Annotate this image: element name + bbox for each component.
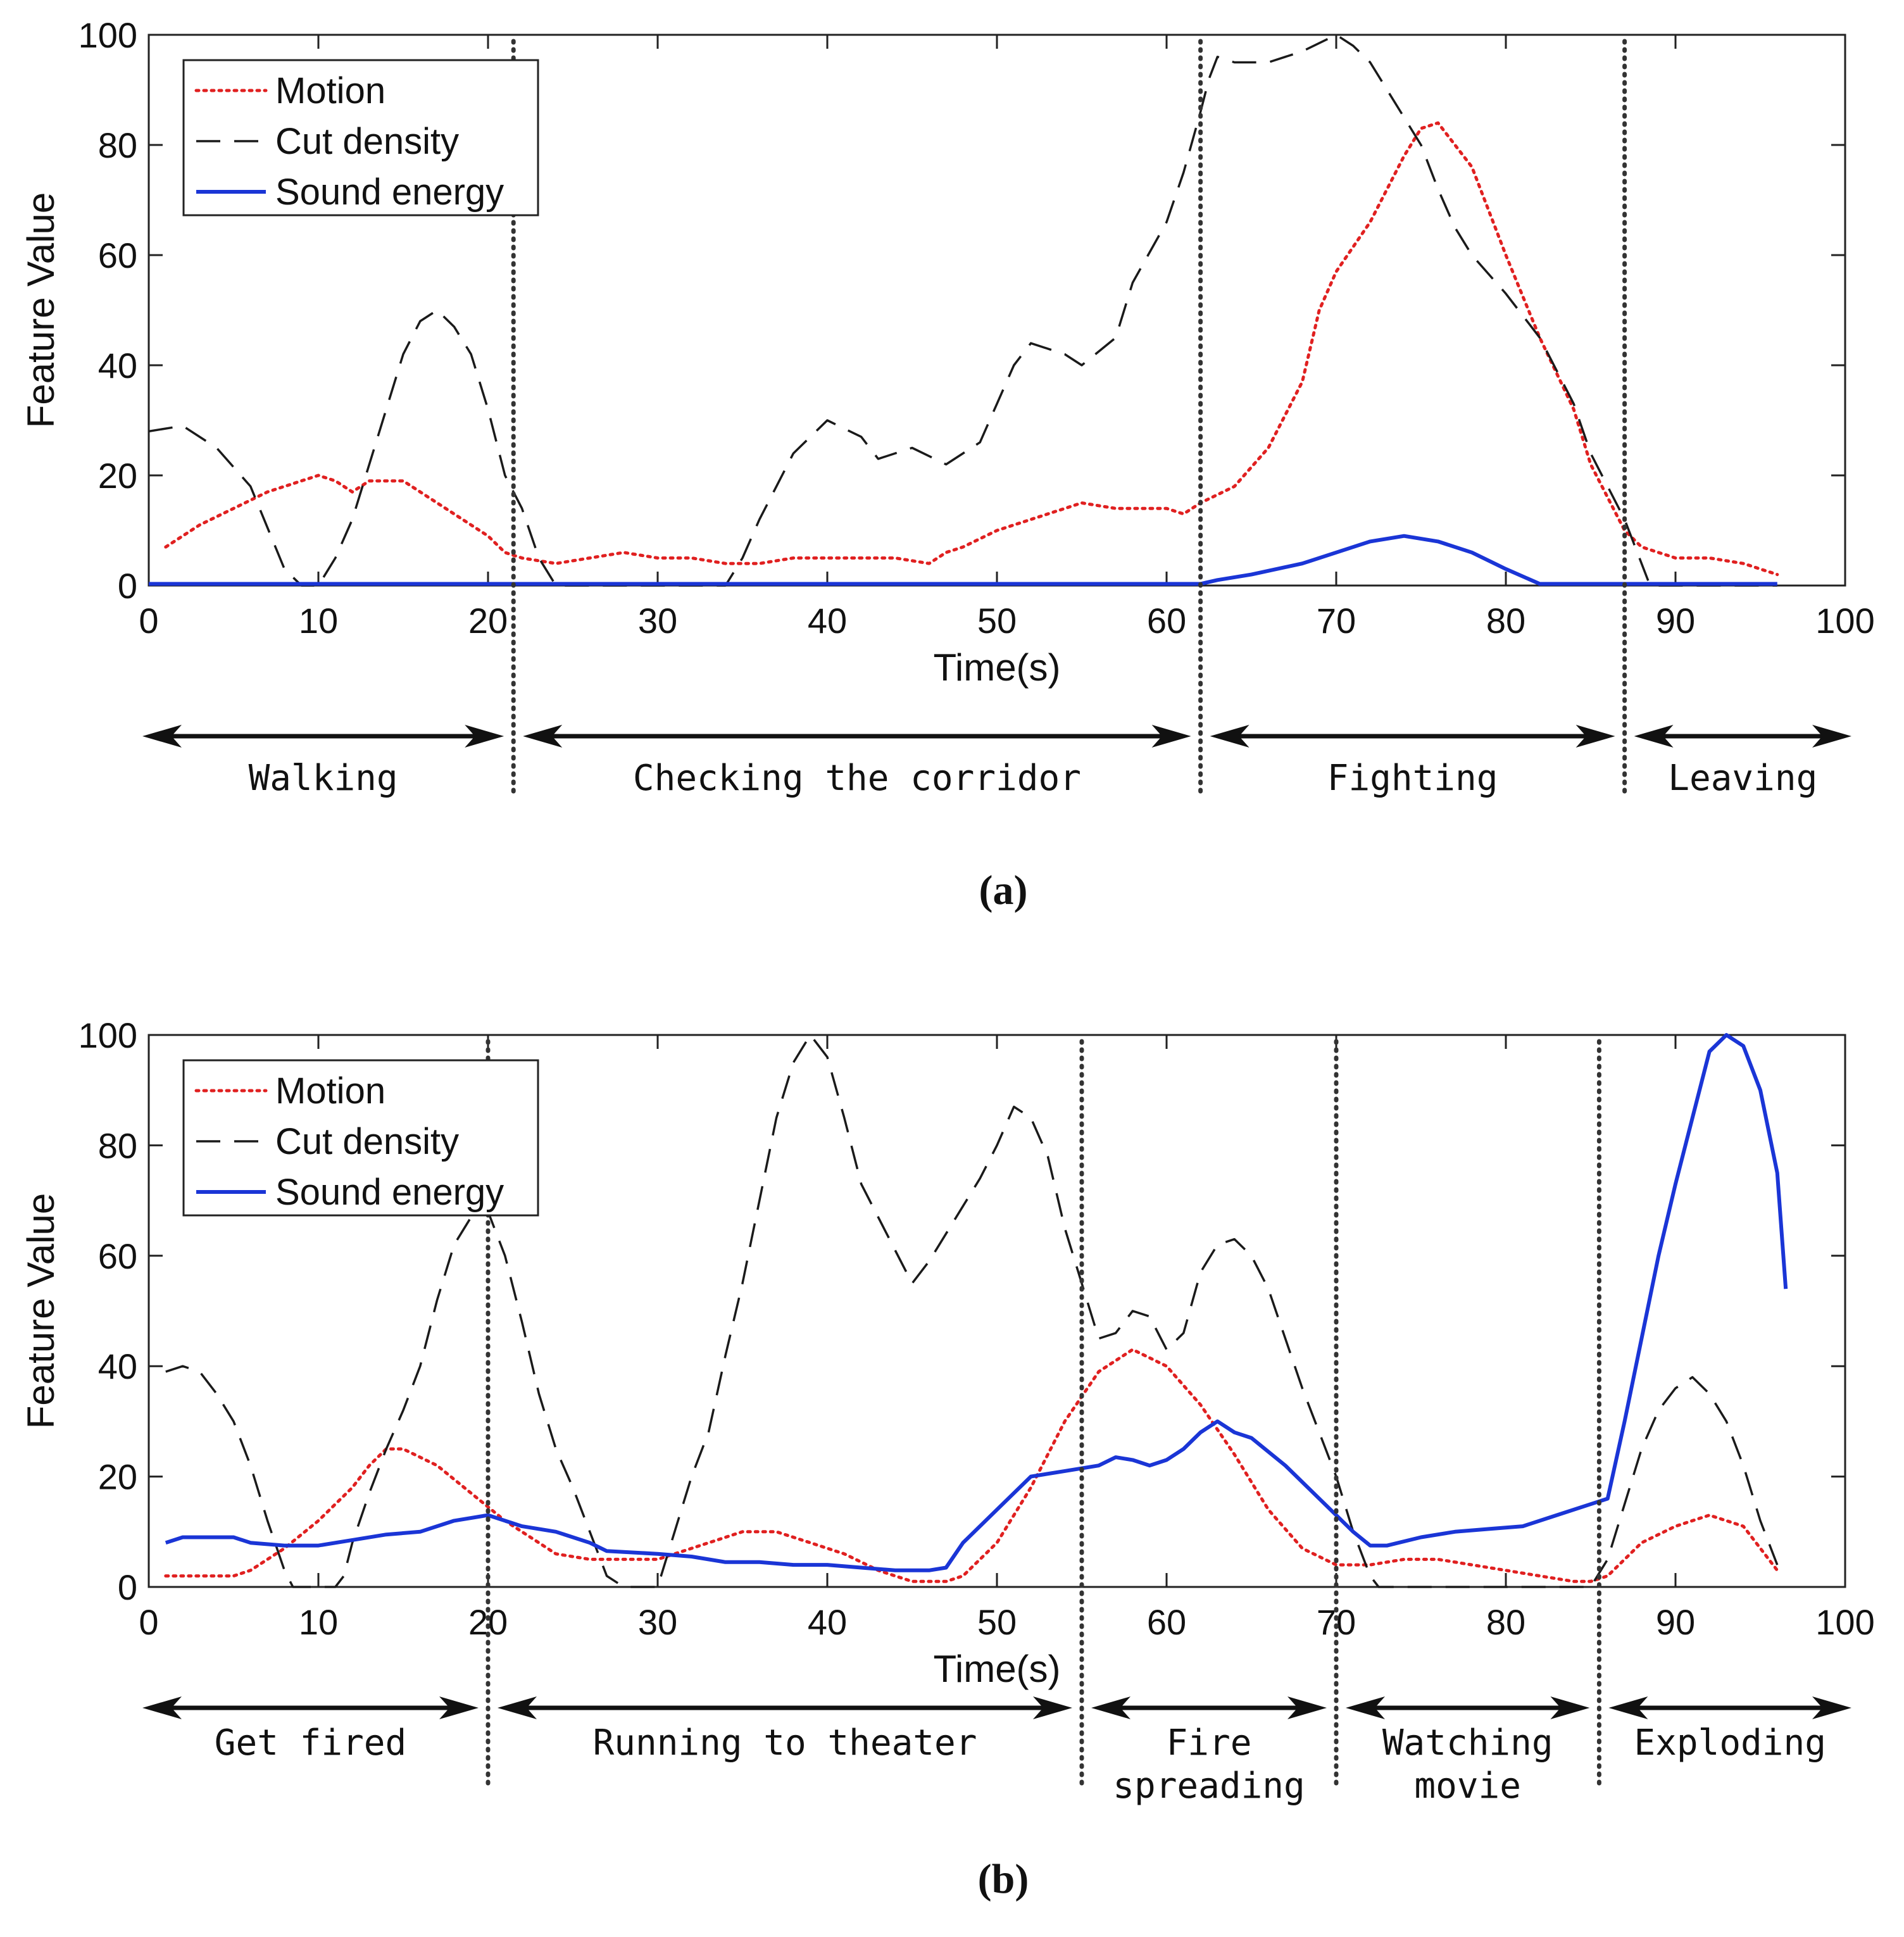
legend-box xyxy=(182,1059,539,1217)
phase-arrow-head-right xyxy=(1575,725,1615,748)
legend-entry: Cut density xyxy=(275,121,459,162)
phase-label: Fire spreading xyxy=(1113,1722,1305,1807)
x-tick-label: 10 xyxy=(299,601,338,641)
phase-arrow-head-right xyxy=(1151,725,1191,748)
phase-arrow-head-left xyxy=(1634,725,1674,748)
x-tick-label: 30 xyxy=(638,601,677,641)
x-tick-label: 50 xyxy=(977,601,1017,641)
y-axis-label: Feature Value xyxy=(20,1193,62,1429)
y-tick-label: 80 xyxy=(98,1125,137,1165)
x-tick-label: 0 xyxy=(139,601,158,641)
x-tick-label: 40 xyxy=(808,601,847,641)
x-tick-label: 100 xyxy=(1815,1602,1874,1642)
y-tick-label: 40 xyxy=(98,346,137,386)
phase-arrow-head-left xyxy=(1346,1696,1385,1719)
phase-label: Exploding xyxy=(1634,1722,1826,1764)
figure-caption: (a) xyxy=(979,867,1028,913)
phase-arrow-head-left xyxy=(1091,1696,1130,1719)
x-tick-label: 70 xyxy=(1317,601,1356,641)
series-line-cut-density xyxy=(149,34,1777,587)
phase-arrow-head-left xyxy=(1608,1696,1648,1719)
x-tick-label: 60 xyxy=(1147,601,1186,641)
legend-entry: Motion xyxy=(275,1070,385,1112)
x-tick-label: 100 xyxy=(1815,601,1874,641)
figure-caption: (b) xyxy=(978,1856,1029,1902)
legend-entry: Sound energy xyxy=(275,1172,504,1213)
phase-arrow-head-right xyxy=(465,725,504,748)
legend-entry: Motion xyxy=(275,70,385,111)
series-line-sound-energy xyxy=(149,534,1777,586)
y-tick-label: 80 xyxy=(98,125,137,165)
panel-b: 0 10 20 30 40 50 60 70 80 90 100020406080100Time(s… xyxy=(20,1015,1875,1902)
x-tick-label: 80 xyxy=(1486,601,1525,641)
x-tick-label: 60 xyxy=(1147,1602,1186,1642)
legend-entry: Sound energy xyxy=(275,172,504,213)
phase-arrow-head-right xyxy=(1812,1696,1851,1719)
phase-arrow-head-left xyxy=(498,1696,537,1719)
x-tick-label: 50 xyxy=(977,1602,1017,1642)
phase-arrow-head-left xyxy=(1210,725,1250,748)
x-tick-label: 40 xyxy=(808,1602,847,1642)
y-tick-label: 60 xyxy=(98,1236,137,1276)
x-tick-label: 20 xyxy=(468,601,508,641)
x-tick-label: 90 xyxy=(1656,601,1695,641)
phase-arrow-head-left xyxy=(142,725,182,748)
y-tick-label: 100 xyxy=(78,1015,137,1055)
phase-arrow-head-right xyxy=(1812,725,1851,748)
phase-arrow-head-left xyxy=(523,725,563,748)
phase-arrow-head-right xyxy=(1033,1696,1072,1719)
legend-entry: Cut density xyxy=(275,1121,459,1162)
x-tick-label: 10 xyxy=(299,1602,338,1642)
x-axis-label: Time(s) xyxy=(933,1648,1060,1690)
x-tick-label: 80 xyxy=(1486,1602,1525,1642)
panel-a: 0 10 20 30 40 50 60 70 80 90 100 0 20 40 60 80 100 Time(s… xyxy=(20,15,1875,913)
x-tick-label: 30 xyxy=(638,1602,677,1642)
phase-label: Running to theater xyxy=(593,1722,977,1764)
y-tick-label: 60 xyxy=(98,235,137,275)
phase-label: Get fired xyxy=(215,1722,406,1764)
y-tick-label: 20 xyxy=(98,1457,137,1497)
y-tick-label: 0 xyxy=(118,566,137,606)
phase-arrow-head-right xyxy=(439,1696,479,1719)
phase-label: Leaving xyxy=(1668,758,1817,799)
phase-label: Fighting xyxy=(1327,758,1498,799)
phase-label: Checking the corridor xyxy=(633,758,1081,799)
series-line-cut-density xyxy=(165,1034,1779,1588)
x-tick-label: 0 xyxy=(139,1602,158,1642)
legend-box xyxy=(182,59,539,216)
y-tick-label: 100 xyxy=(78,15,137,55)
y-tick-label: 0 xyxy=(118,1567,137,1607)
y-axis-label: Feature Value xyxy=(20,192,62,428)
y-tick-label: 20 xyxy=(98,456,137,496)
series-line-sound-energy xyxy=(165,1033,1788,1572)
series-line-motion xyxy=(164,1348,1779,1583)
phase-label: Walking xyxy=(249,758,398,799)
phase-arrow-head-left xyxy=(142,1696,182,1719)
phase-arrow-head-right xyxy=(1550,1696,1590,1719)
x-tick-label: 90 xyxy=(1656,1602,1695,1642)
y-tick-label: 40 xyxy=(98,1346,137,1386)
series-line-motion xyxy=(164,121,1779,577)
phase-arrow-head-right xyxy=(1287,1696,1327,1719)
phase-label: Watching movie xyxy=(1382,1722,1553,1807)
x-axis-label: Time(s) xyxy=(933,646,1060,689)
